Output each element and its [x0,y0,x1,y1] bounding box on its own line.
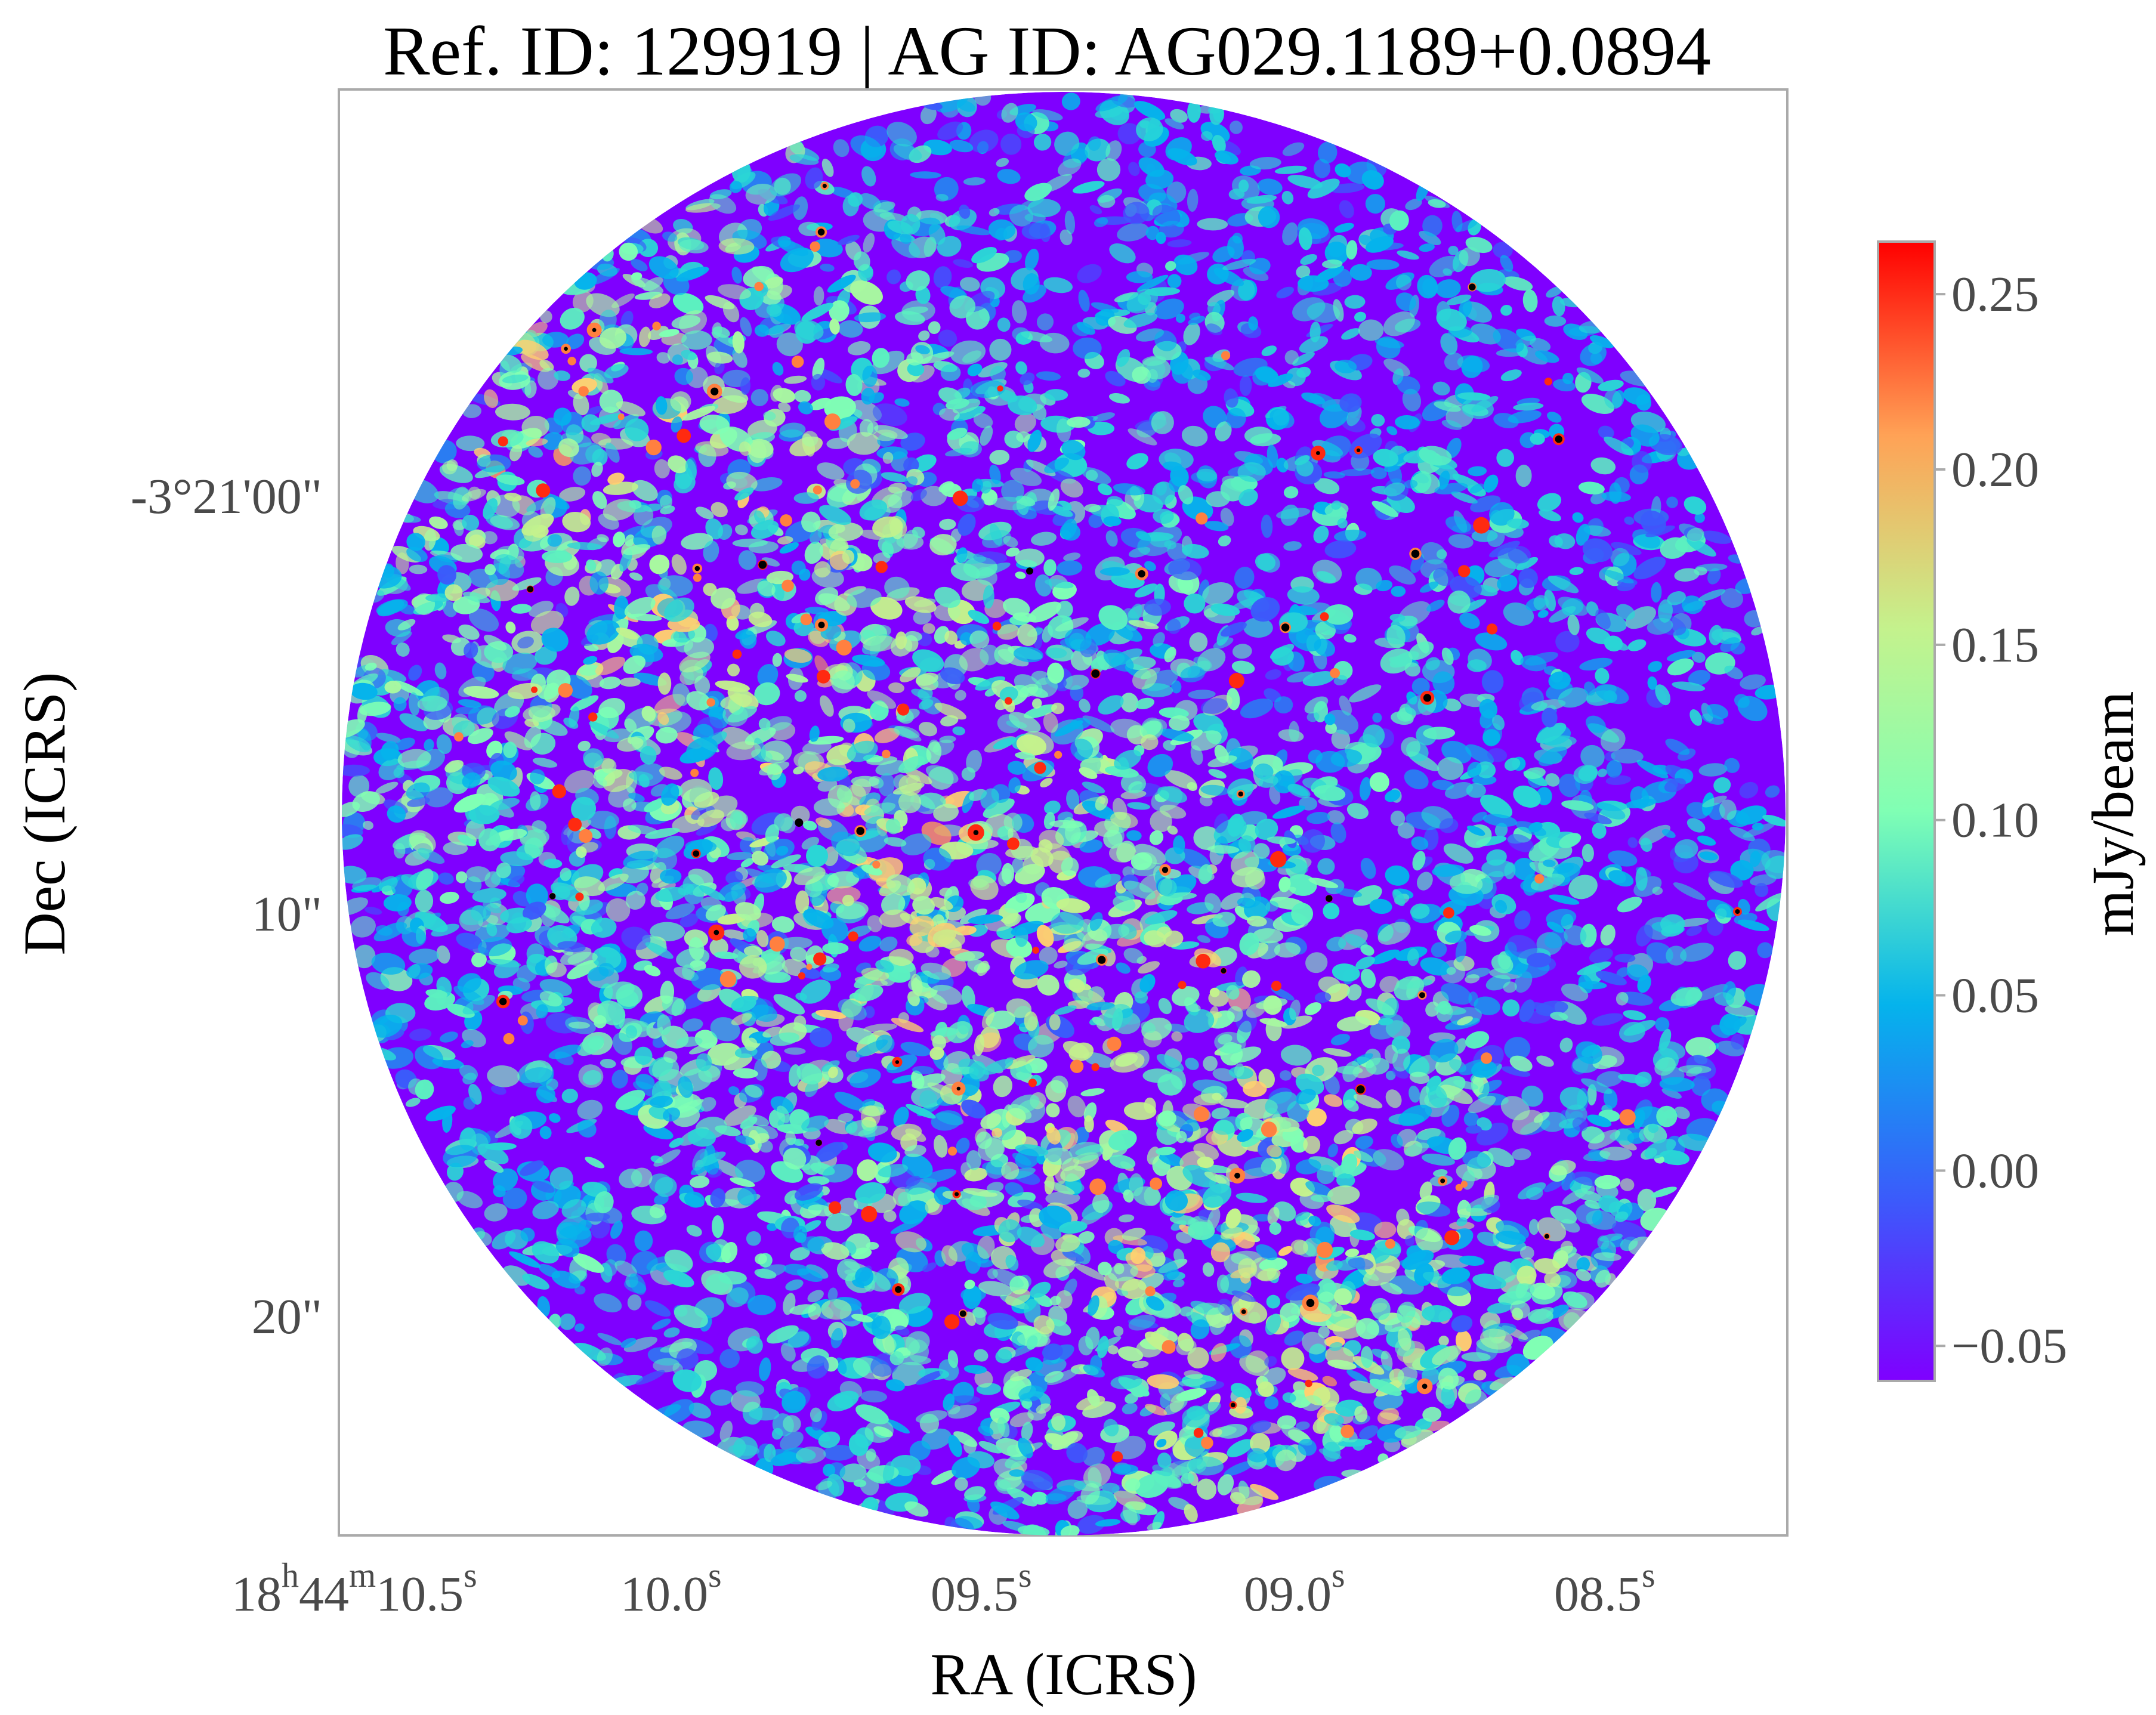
colorbar-tick-label: 0.20 [1951,442,2039,497]
colorbar-tick-label: 0.15 [1951,617,2039,673]
colorbar: 0.25 0.20 0.15 0.10 0.05 0.00 −0.05 mJy/beam [1877,240,2146,1382]
colorbar-ticks: 0.25 0.20 0.15 0.10 0.05 0.00 −0.05 [1935,267,2067,1374]
y-tick-label: -3°21'00" [131,469,322,524]
colorbar-gradient [1877,240,1936,1382]
x-tick-label: 18h44m10.5s [231,1556,477,1622]
x-axis-label: RA (ICRS) [930,1641,1197,1707]
colorbar-tick-label: 0.10 [1951,793,2039,848]
x-tick-labels: 18h44m10.5s 10.0s 09.5s 09.0s 08.5s [231,1556,1655,1622]
chart-title: Ref. ID: 129919 | AG ID: AG029.1189+0.08… [383,12,1711,90]
colorbar-tick-label: 0.05 [1951,968,2039,1024]
x-tick-label: 08.5s [1554,1556,1655,1622]
colorbar-tick-label: 0.00 [1951,1143,2039,1198]
y-tick-label: 20" [252,1289,322,1345]
x-tick-label: 09.5s [931,1556,1032,1622]
noise-layer [342,92,1786,1535]
y-axis-label: Dec (ICRS) [11,672,78,956]
colorbar-tick-label: 0.25 [1951,267,2039,322]
y-tick-label: 10" [252,886,322,942]
image-field [342,92,1786,1535]
peak-layer [454,181,1742,1463]
x-tick-label: 10.0s [620,1556,722,1622]
colorbar-tick-label: −0.05 [1951,1318,2067,1374]
y-tick-labels: -3°21'00" 10" 20" [131,469,322,1345]
colorbar-label: mJy/beam [2080,691,2146,936]
x-tick-label: 09.0s [1244,1556,1345,1622]
